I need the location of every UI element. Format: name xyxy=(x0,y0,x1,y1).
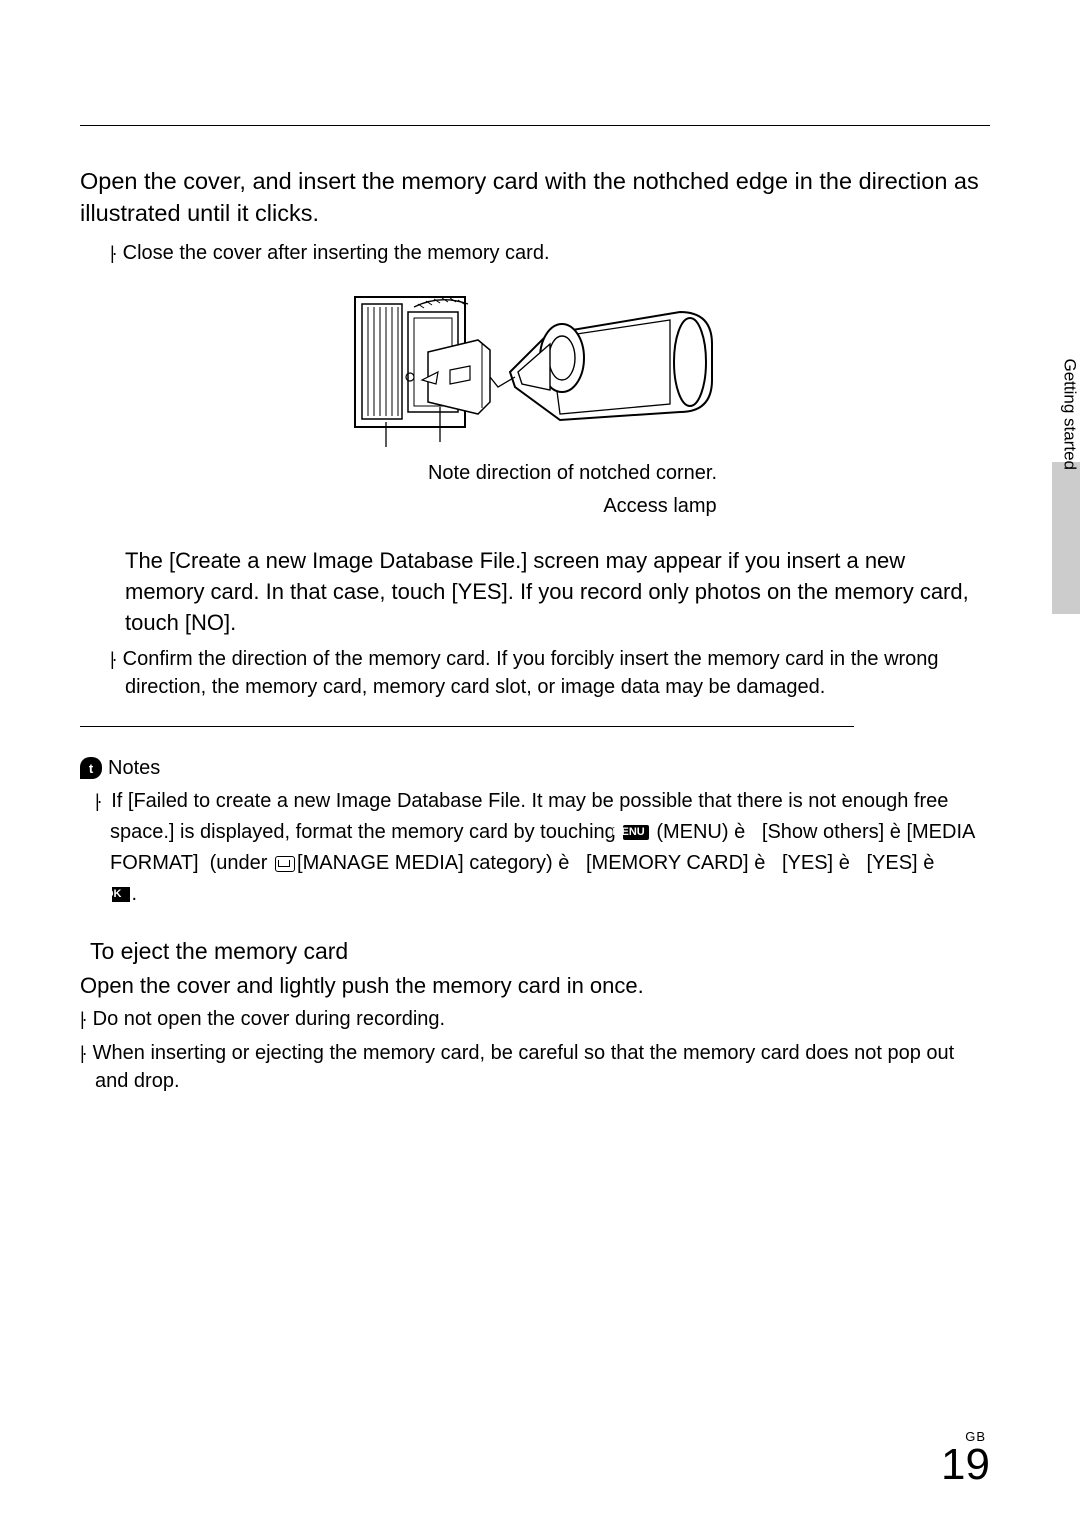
eject-bullet-1: Do not open the cover during recording. xyxy=(80,1005,990,1033)
memory-card-step: [MEMORY CARD] xyxy=(586,852,749,874)
eject-instruction: Open the cover and lightly push the memo… xyxy=(80,973,990,999)
notes-label: Notes xyxy=(108,757,160,780)
eject-heading: To eject the memory card xyxy=(90,938,990,965)
diagram-area: Note direction of notched corner. Access… xyxy=(80,292,990,518)
notes-badge-icon: t xyxy=(80,757,102,779)
insert-instruction: Open the cover, and insert the memory ca… xyxy=(80,166,990,229)
page-footer: GB 19 xyxy=(941,1429,990,1490)
divider-top xyxy=(80,125,990,126)
arrow-icon: è xyxy=(734,821,745,843)
period: . xyxy=(132,883,138,905)
arrow-icon: è xyxy=(923,852,934,874)
arrow-icon: è xyxy=(558,852,569,874)
close-cover-bullet: Close the cover after inserting the memo… xyxy=(80,239,990,267)
ok-badge-icon: OK xyxy=(112,887,130,902)
under-open: (under xyxy=(210,852,268,874)
arrow-icon: è xyxy=(890,821,901,843)
yes-step-2: [YES] xyxy=(866,852,917,874)
page-content: Open the cover, and insert the memory ca… xyxy=(0,0,1080,1095)
menu-word: (MENU) xyxy=(656,821,728,843)
notes-item: If [Failed to create a new Image Databas… xyxy=(80,786,990,910)
folder-icon xyxy=(275,856,295,872)
yes-step-1: [YES] xyxy=(782,852,833,874)
menu-badge-icon: MENU xyxy=(623,825,648,840)
show-others-step: [Show others] xyxy=(762,821,884,843)
arrow-icon: è xyxy=(839,852,850,874)
page-number: 19 xyxy=(941,1440,990,1489)
eject-bullet-2: When inserting or ejecting the memory ca… xyxy=(80,1039,990,1095)
notch-caption: Note direction of notched corner. xyxy=(80,462,990,485)
manage-media-step: [MANAGE MEDIA] category) xyxy=(297,852,553,874)
arrow-icon: è xyxy=(754,852,765,874)
memory-card-insert-diagram xyxy=(350,292,720,452)
database-file-para: The [Create a new Image Database File.] … xyxy=(125,546,990,638)
divider-mid xyxy=(80,726,854,727)
confirm-direction-bullet: Confirm the direction of the memory card… xyxy=(80,645,990,701)
access-lamp-caption: Access lamp xyxy=(80,495,990,518)
notes-heading: t Notes xyxy=(80,757,990,780)
